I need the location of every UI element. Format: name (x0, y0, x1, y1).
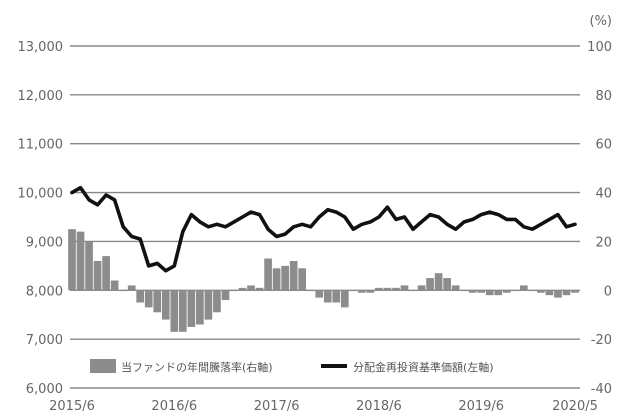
x-tick-label: 2017/6 (254, 399, 300, 414)
bar (272, 268, 281, 291)
bar (417, 285, 426, 291)
bar (571, 290, 579, 293)
left-tick-label: 10,000 (18, 187, 64, 202)
x-axis-ticks: 2015/6 2016/6 2017/6 2018/6 2019/6 2020/5 (49, 399, 598, 414)
bar (375, 287, 383, 291)
bar (85, 241, 93, 291)
left-tick-label: 7,000 (26, 333, 63, 348)
bar (323, 290, 332, 303)
bar (468, 290, 477, 293)
bar (264, 258, 272, 291)
bar (511, 290, 520, 292)
bar (554, 290, 562, 298)
right-tick-label: -40 (591, 382, 612, 397)
left-tick-label: 9,000 (26, 235, 63, 250)
legend-bar-label: 当ファンドの年間騰落率(右軸) (121, 360, 273, 374)
bar (426, 278, 434, 291)
bar (144, 290, 153, 308)
bar (230, 290, 238, 292)
bar (204, 290, 213, 320)
left-axis-ticks: 6,000 7,000 8,000 9,000 10,000 11,000 12,000 13… (18, 40, 64, 397)
bar (315, 290, 324, 298)
bar (127, 285, 136, 291)
bar (562, 290, 571, 296)
x-tick-label: 2018/6 (356, 399, 402, 414)
bar (119, 290, 127, 292)
right-tick-label: 40 (595, 187, 612, 202)
bar (196, 290, 204, 325)
bar (281, 265, 289, 291)
bar (392, 287, 400, 291)
bar (68, 229, 76, 291)
bar-series (68, 229, 579, 332)
bar (528, 290, 537, 292)
bar (136, 290, 145, 303)
line-path (70, 185, 577, 273)
bar (238, 287, 247, 291)
x-tick-label: 2016/6 (151, 399, 197, 414)
bar (502, 290, 511, 293)
bar (409, 290, 417, 292)
bar (76, 231, 85, 291)
bar (340, 290, 349, 308)
bar (289, 260, 298, 291)
right-tick-label: 100 (587, 40, 612, 55)
bar (537, 290, 545, 293)
bar (306, 290, 315, 292)
x-tick-label: 2020/5 (552, 399, 598, 414)
right-tick-label: -20 (591, 333, 612, 348)
legend-bar-swatch (90, 359, 116, 373)
right-axis-ticks: -40 -20 0 20 40 60 80 100 (587, 40, 612, 397)
line-series (70, 185, 577, 273)
x-tick-label: 2015/6 (49, 399, 95, 414)
bar (153, 290, 162, 313)
bar (545, 290, 554, 296)
bar (170, 290, 179, 332)
bar (178, 290, 187, 332)
bar (477, 290, 486, 293)
bar (451, 285, 460, 291)
left-tick-label: 6,000 (26, 382, 63, 397)
right-tick-label: 60 (595, 138, 612, 153)
bar (213, 290, 221, 313)
right-tick-label: 20 (595, 235, 612, 250)
bar (494, 290, 503, 296)
right-axis-unit: (%) (590, 14, 613, 29)
bar (485, 290, 494, 296)
bar (187, 290, 196, 327)
bar (221, 290, 230, 301)
bar (298, 268, 307, 291)
bar (247, 285, 255, 291)
left-tick-label: 8,000 (26, 284, 63, 299)
bar (383, 287, 392, 291)
bar (332, 290, 341, 303)
bar (520, 285, 528, 291)
bar (102, 256, 110, 291)
right-tick-label: 80 (595, 89, 612, 104)
bar (110, 280, 119, 291)
bar (161, 290, 170, 320)
bar (349, 290, 358, 292)
left-tick-label: 11,000 (18, 138, 64, 153)
legend-line-label: 分配金再投資基準価額(左軸) (353, 360, 494, 374)
bar (434, 273, 443, 291)
bar (443, 278, 451, 291)
bar (255, 287, 264, 291)
bar (460, 290, 469, 292)
right-tick-label: 0 (604, 284, 612, 299)
bar (366, 290, 375, 293)
x-tick-label: 2019/6 (458, 399, 504, 414)
left-tick-label: 12,000 (18, 89, 64, 104)
legend: 当ファンドの年間騰落率(右軸) 分配金再投資基準価額(左軸) (90, 359, 494, 374)
bar (93, 260, 102, 291)
bar (358, 290, 366, 293)
left-tick-label: 13,000 (18, 40, 64, 55)
bar (400, 285, 409, 291)
